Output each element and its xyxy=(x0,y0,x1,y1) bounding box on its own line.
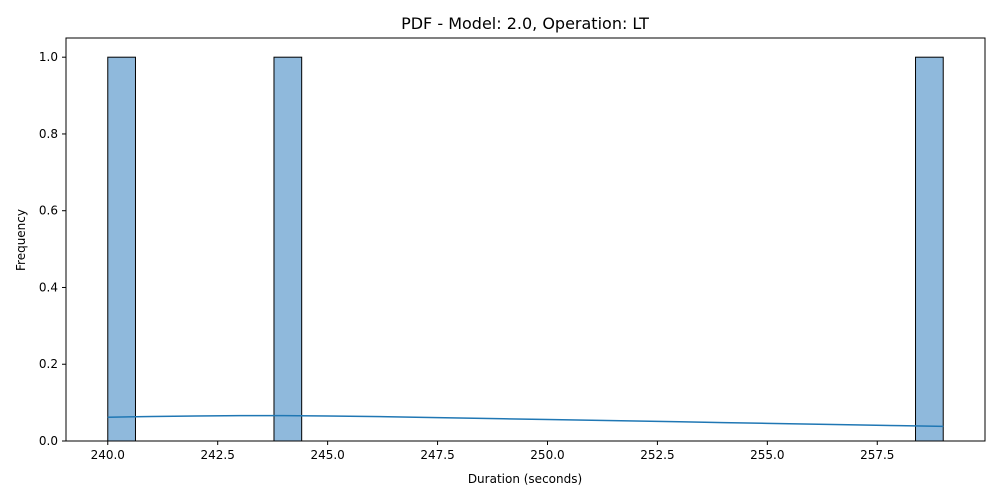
histogram-bar-2 xyxy=(273,56,303,442)
x-axis-label: Duration (seconds) xyxy=(468,472,582,486)
histogram-bar-3 xyxy=(915,56,944,442)
histogram-bar-1 xyxy=(107,56,136,442)
y-tick-label: 0.6 xyxy=(39,204,58,218)
x-tick-label: 242.5 xyxy=(201,448,235,462)
bars-layer xyxy=(107,56,944,442)
plot-frame xyxy=(65,37,986,442)
x-tick-label: 247.5 xyxy=(420,448,454,462)
y-tick-label: 1.0 xyxy=(39,50,58,64)
y-axis-label: Frequency xyxy=(14,209,28,271)
x-tick-label: 250.0 xyxy=(530,448,564,462)
y-tick-label: 0.2 xyxy=(39,357,58,371)
x-tick-label: 245.0 xyxy=(310,448,344,462)
kde-line xyxy=(107,414,944,428)
y-axis-ticks: 0.0 0.2 0.4 0.6 0.8 1.0 xyxy=(39,50,66,448)
x-tick-label: 257.5 xyxy=(860,448,894,462)
x-tick-label: 252.5 xyxy=(640,448,674,462)
kde-layer xyxy=(107,414,944,428)
x-tick-label: 255.0 xyxy=(750,448,784,462)
chart-title: PDF - Model: 2.0, Operation: LT xyxy=(401,14,649,33)
y-tick-label: 0.0 xyxy=(39,434,58,448)
y-tick-label: 0.8 xyxy=(39,127,58,141)
x-axis-ticks: 240.0 242.5 245.0 247.5 250.0 252.5 255.0 257.5 xyxy=(91,441,894,462)
x-tick-label: 240.0 xyxy=(91,448,125,462)
y-tick-label: 0.4 xyxy=(39,280,58,294)
